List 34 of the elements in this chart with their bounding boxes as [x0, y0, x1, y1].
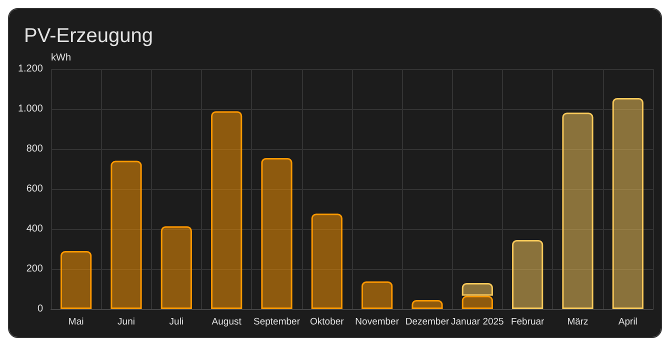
chart-title: PV-Erzeugung — [24, 25, 153, 47]
bar — [462, 283, 493, 296]
x-tick-label: August — [212, 316, 242, 328]
x-tick-label: April — [618, 316, 638, 328]
bar — [612, 98, 644, 309]
x-tick-label: Mai — [68, 316, 84, 328]
bar — [261, 158, 292, 309]
bar — [462, 296, 493, 309]
y-tick-label: 1.000 — [18, 104, 44, 114]
bar — [311, 214, 342, 309]
x-tick-label: Oktober — [310, 316, 344, 328]
y-tick-label: 0 — [37, 304, 44, 314]
bar — [412, 300, 443, 309]
bar — [512, 240, 544, 309]
y-axis-title: kWh — [51, 52, 71, 64]
y-tick-label: 200 — [26, 264, 44, 274]
bar — [362, 281, 393, 309]
x-tick-label: November — [355, 316, 399, 328]
x-tick-label: Januar 2025 — [451, 316, 504, 328]
x-tick-label: September — [254, 316, 300, 328]
bar — [562, 112, 594, 309]
x-tick-label: Februar — [510, 316, 544, 328]
bar — [160, 226, 192, 309]
bar — [60, 251, 92, 309]
y-tick-label: 600 — [26, 184, 44, 194]
y-tick-label: 1.200 — [18, 64, 44, 74]
bar — [211, 111, 242, 309]
x-tick-label: März — [567, 316, 589, 328]
bar — [110, 160, 142, 309]
x-tick-label: Juni — [118, 316, 135, 328]
x-tick-label: Dezember — [405, 316, 450, 328]
x-tick-label: Juli — [169, 316, 184, 328]
y-tick-label: 400 — [26, 224, 44, 234]
y-tick-label: 800 — [26, 144, 44, 154]
